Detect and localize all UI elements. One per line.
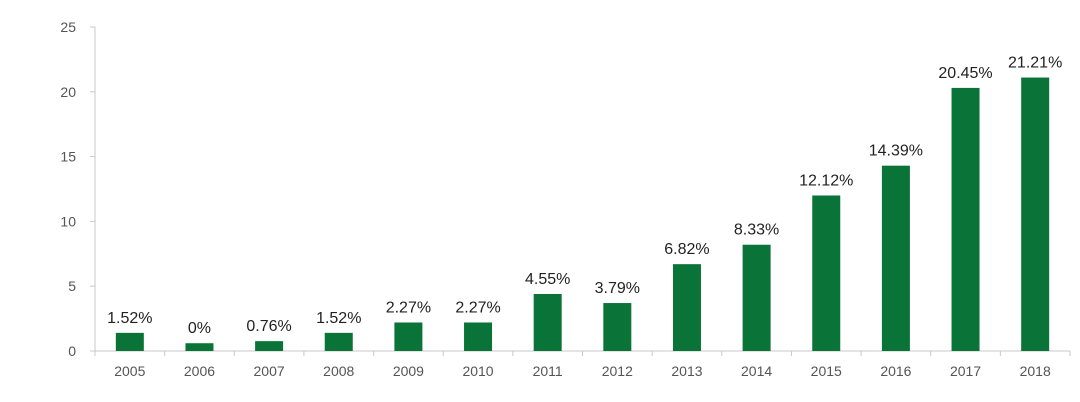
x-tick-label: 2011 bbox=[533, 363, 563, 379]
y-tick-label: 10 bbox=[60, 213, 76, 229]
data-label-2005: 1.52% bbox=[107, 310, 152, 327]
data-label-2016: 14.39% bbox=[869, 143, 923, 160]
data-label-2010: 2.27% bbox=[455, 299, 500, 316]
bar-2018 bbox=[1021, 77, 1050, 351]
bar-2007 bbox=[255, 341, 284, 351]
data-label-2014: 8.33% bbox=[734, 222, 779, 239]
y-tick-label: 15 bbox=[60, 149, 76, 165]
x-tick-label: 2006 bbox=[184, 363, 215, 379]
x-tick-label: 2013 bbox=[671, 363, 702, 379]
x-tick-label: 2012 bbox=[602, 363, 633, 379]
data-labels: 1.52% 0% 0.76% 1.52% 2.27% 2.27% 4.55% 3.79% 6.8… bbox=[107, 55, 1062, 338]
bar-2014 bbox=[742, 244, 771, 351]
x-tick-label: 2009 bbox=[393, 363, 424, 379]
x-tick-label: 2015 bbox=[811, 363, 842, 379]
bars bbox=[115, 77, 1050, 352]
bar-2006 bbox=[185, 343, 214, 351]
x-tick-label: 2008 bbox=[323, 363, 354, 379]
x-tick-label: 2017 bbox=[950, 363, 981, 379]
x-tick-label: 2016 bbox=[880, 363, 911, 379]
data-label-2006: 0% bbox=[188, 320, 211, 337]
x-tick-label: 2005 bbox=[114, 363, 145, 379]
data-label-2018: 21.21% bbox=[1008, 55, 1062, 72]
data-label-2013: 6.82% bbox=[664, 241, 709, 258]
bar-2017 bbox=[951, 87, 980, 352]
bar-2005 bbox=[115, 332, 144, 351]
x-tick-label: 2018 bbox=[1020, 363, 1051, 379]
x-tick-label: 2014 bbox=[741, 363, 772, 379]
y-tick-label: 20 bbox=[60, 84, 76, 100]
x-tick-label: 2007 bbox=[254, 363, 285, 379]
x-tick-label: 2010 bbox=[462, 363, 493, 379]
bar-2010 bbox=[464, 322, 493, 351]
bar-2016 bbox=[881, 165, 910, 351]
data-label-2011: 4.55% bbox=[525, 271, 570, 288]
y-axis: 0 5 10 15 20 25 bbox=[60, 19, 96, 359]
data-label-2008: 1.52% bbox=[316, 310, 361, 327]
y-tick-label: 5 bbox=[68, 278, 76, 294]
data-label-2017: 20.45% bbox=[938, 65, 992, 82]
data-label-2015: 12.12% bbox=[799, 172, 853, 189]
y-tick-label: 0 bbox=[68, 343, 76, 359]
data-label-2007: 0.76% bbox=[246, 318, 291, 335]
x-axis: 2005 2006 2007 2008 2009 2010 2011 2012 2013 2014… bbox=[94, 350, 1071, 379]
y-tick-label: 25 bbox=[60, 19, 76, 35]
data-label-2009: 2.27% bbox=[386, 299, 431, 316]
bar-2013 bbox=[672, 264, 701, 351]
bar-2012 bbox=[603, 303, 632, 351]
bar-2015 bbox=[812, 195, 841, 351]
bar-2011 bbox=[533, 293, 562, 351]
data-label-2012: 3.79% bbox=[595, 280, 640, 297]
bar-2008 bbox=[324, 332, 353, 351]
bar-2009 bbox=[394, 322, 423, 351]
